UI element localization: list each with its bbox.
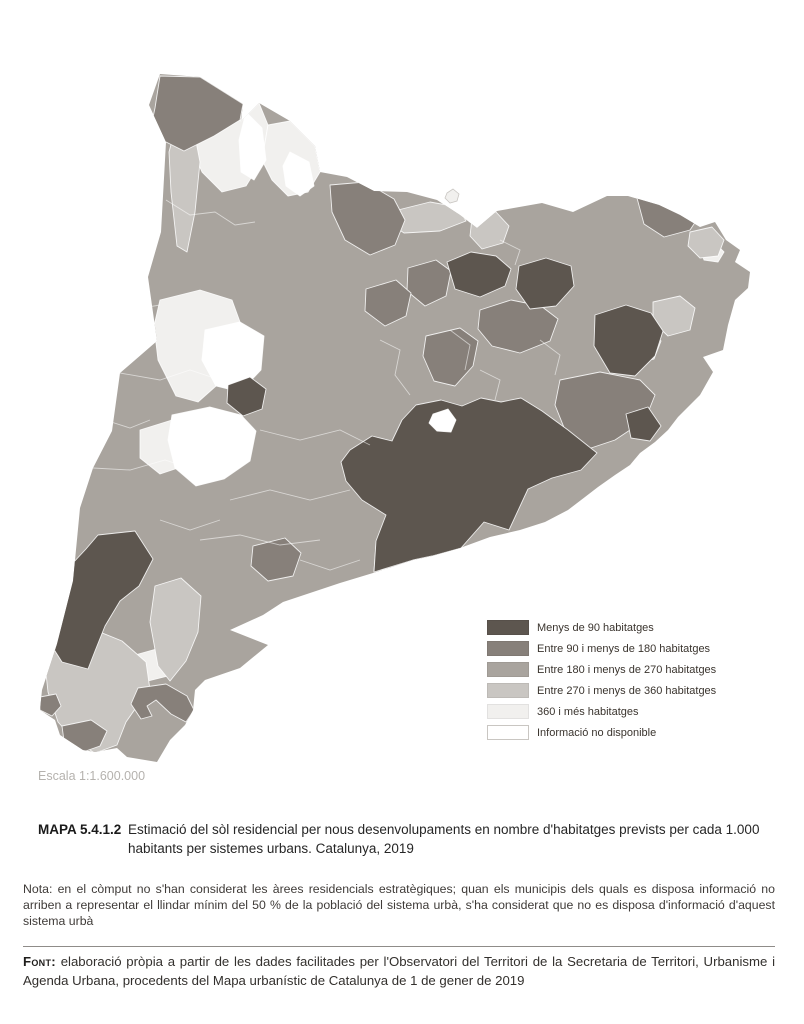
map-number-label: MAPA 5.4.1.2	[38, 822, 122, 837]
legend-swatch	[487, 662, 529, 677]
region-menys-90	[226, 376, 267, 417]
region-90-180	[422, 327, 479, 387]
region-no-info	[238, 111, 267, 181]
region-90-180	[250, 537, 302, 582]
legend-swatch	[487, 683, 529, 698]
legend-swatch	[487, 641, 529, 656]
region-270-360	[687, 226, 725, 259]
legend-label: Entre 270 i menys de 360 habitatges	[537, 684, 717, 697]
legend-label: Entre 90 i menys de 180 habitatges	[537, 642, 711, 655]
internal-border-line	[119, 369, 221, 381]
internal-border-line	[104, 419, 151, 429]
legend-swatch	[487, 725, 529, 740]
region-270-360	[149, 577, 202, 682]
legend-label: Menys de 90 habitatges	[537, 621, 654, 634]
region-90-180	[151, 75, 244, 152]
region-90-180	[364, 279, 412, 327]
internal-border-line	[479, 369, 501, 401]
map-legend: Menys de 90 habitatges Entre 90 i menys …	[487, 620, 777, 746]
internal-border-line	[449, 329, 471, 371]
region-menys-90	[625, 406, 662, 442]
internal-border-line	[165, 199, 256, 226]
region-menys-90	[515, 257, 575, 310]
legend-item: Informació no disponible	[487, 725, 777, 740]
internal-border-line	[199, 534, 321, 546]
region-menys-90	[340, 397, 598, 573]
map-note: Nota: en el còmput no s'han considerat l…	[23, 882, 775, 928]
source-label: Font:	[23, 954, 56, 969]
internal-border-line	[539, 339, 561, 376]
map-source: Font: elaboració pròpia a partir de les …	[23, 953, 775, 990]
internal-border-line	[379, 339, 411, 396]
region-no-info	[167, 406, 257, 487]
legend-swatch	[487, 704, 529, 719]
legend-label: Entre 180 i menys de 270 habitatges	[537, 663, 717, 676]
legend-item: 360 i més habitatges	[487, 704, 777, 719]
legend-item: Menys de 90 habitatges	[487, 620, 777, 635]
region-menys-90	[446, 251, 512, 298]
source-text: elaboració pròpia a partir de les dades …	[23, 954, 775, 988]
legend-item: Entre 90 i menys de 180 habitatges	[487, 641, 777, 656]
map-caption-text: Estimació del sòl residencial per nous d…	[128, 822, 760, 856]
legend-item: Entre 180 i menys de 270 habitatges	[487, 662, 777, 677]
internal-border-line	[499, 239, 521, 266]
legend-label: 360 i més habitatges	[537, 705, 639, 718]
legend-item: Entre 270 i menys de 360 habitatges	[487, 683, 777, 698]
internal-border-line	[289, 599, 346, 611]
map-caption: MAPA 5.4.1.2 Estimació del sòl residenci…	[38, 820, 760, 858]
internal-border-line	[259, 429, 371, 446]
region-no-info	[282, 151, 315, 197]
region-menys-90	[593, 304, 664, 377]
region-no-info	[428, 408, 457, 433]
region-llivia-exclave	[444, 188, 460, 204]
internal-border-line	[229, 489, 351, 501]
internal-border-line	[99, 299, 161, 311]
internal-border-line	[159, 519, 221, 531]
legend-swatch	[487, 620, 529, 635]
internal-border-line	[299, 559, 361, 571]
catalonia-choropleth-map	[40, 74, 750, 762]
region-90-180	[40, 693, 62, 717]
region-90-180	[477, 299, 559, 354]
internal-border-line	[92, 459, 231, 471]
legend-label: Informació no disponible	[537, 726, 657, 739]
map-svg	[40, 74, 750, 762]
divider-rule	[23, 946, 775, 947]
map-scale-label: Escala 1:1.600.000	[38, 769, 146, 783]
region-90-180	[130, 683, 195, 723]
